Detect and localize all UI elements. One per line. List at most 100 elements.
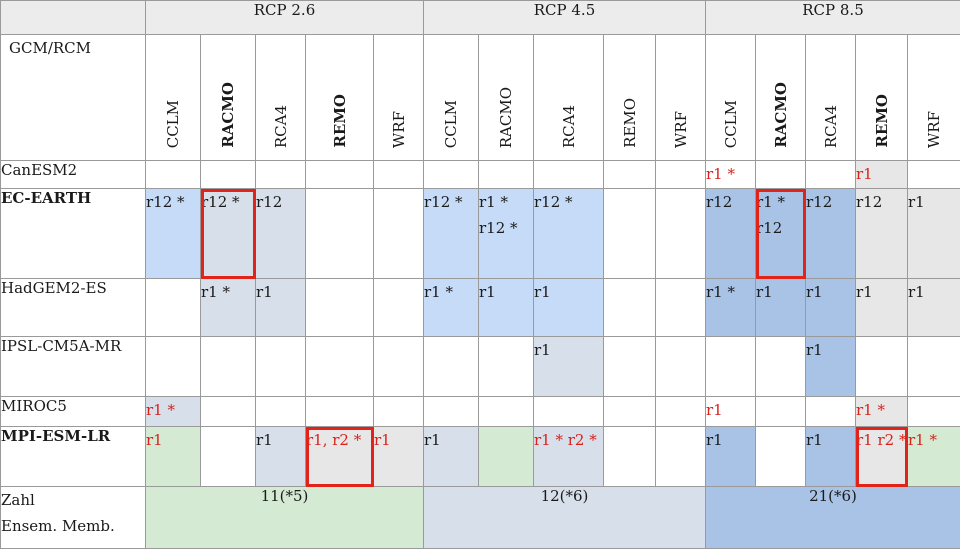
ensemble-cell: r12	[705, 188, 756, 279]
ensemble-cell	[603, 188, 656, 279]
rcm-header-cell: RCA4	[805, 34, 856, 161]
rcm-header-cell: CCLM	[423, 34, 479, 161]
ensemble-cell	[305, 336, 374, 397]
ensemble-cell: r1 *	[907, 426, 960, 487]
rcm-header-cell: WRF	[655, 34, 706, 161]
ensemble-cell: r1	[855, 278, 908, 337]
ensemble-cell	[907, 396, 960, 427]
rcm-header-cell: REMO	[855, 34, 908, 161]
ensemble-cell	[255, 396, 306, 427]
ensemble-cell	[478, 160, 534, 189]
ensemble-cell: r12 *	[533, 188, 604, 279]
scenario-header: RCP 4.5	[423, 0, 706, 35]
rcm-header-cell: CCLM	[145, 34, 201, 161]
ensemble-cell	[755, 336, 806, 397]
ensemble-cell	[705, 336, 756, 397]
rcm-name: RACMO	[771, 82, 790, 148]
highlighted-ensemble-cell: r1 * r12	[755, 188, 806, 279]
ensemble-cell: r1	[705, 396, 756, 427]
rcm-header-cell: WRF	[373, 34, 424, 161]
ensemble-cell	[533, 396, 604, 427]
ensemble-cell: r1 *	[200, 278, 256, 337]
ensemble-cell: r1	[533, 336, 604, 397]
gcm-label: HadGEM2-ES	[0, 278, 146, 337]
ensemble-cell	[603, 336, 656, 397]
ensemble-cell	[423, 336, 479, 397]
rcm-header-cell: REMO	[603, 34, 656, 161]
rcm-header-cell: WRF	[907, 34, 960, 161]
rcm-name: RACMO	[497, 86, 515, 148]
scenario-header: RCP 8.5	[705, 0, 960, 35]
ensemble-cell: r12 *	[423, 188, 479, 279]
ensemble-cell: r1	[907, 278, 960, 337]
ensemble-cell	[655, 396, 706, 427]
ensemble-cell: r1	[145, 426, 201, 487]
ensemble-cell	[755, 426, 806, 487]
table-body: CanESM2 r1 * r1 EC-EARTH r12 * r12 * r12 r12 * r…	[0, 160, 960, 487]
rcm-name: RCA4	[821, 104, 840, 148]
ensemble-cell	[478, 396, 534, 427]
ensemble-cell	[755, 160, 806, 189]
ensemble-cell: r1	[805, 278, 856, 337]
table-row: MIROC5 r1 * r1 r1 *	[0, 396, 960, 427]
ensemble-cell	[200, 336, 256, 397]
ensemble-cell: r1 *	[855, 396, 908, 427]
gcm-label: IPSL-CM5A-MR	[0, 336, 146, 397]
rcm-header-cell: RACMO	[755, 34, 806, 161]
ensemble-cell	[478, 426, 534, 487]
ensemble-cell: r1	[478, 278, 534, 337]
rcm-header-cell: REMO	[305, 34, 374, 161]
ensemble-cell	[533, 160, 604, 189]
ensemble-cell	[305, 160, 374, 189]
rcm-name: WRF	[925, 110, 943, 148]
ensemble-cell: r1 *	[705, 160, 756, 189]
ensemble-count-label: Zahl Ensem. Memb.	[0, 486, 146, 549]
ensemble-cell	[373, 188, 424, 279]
ensemble-cell	[200, 426, 256, 487]
ensemble-cell: r12	[805, 188, 856, 279]
gcm-label: CanESM2	[0, 160, 146, 189]
ensemble-cell: r1 *	[423, 278, 479, 337]
rcm-name: CCLM	[164, 99, 182, 148]
ensemble-cell: r1 *	[705, 278, 756, 337]
ensemble-cell	[145, 336, 201, 397]
ensemble-total-cell: 21(*6)	[705, 486, 960, 549]
rcm-name: RCA4	[559, 104, 578, 148]
table-row: IPSL-CM5A-MR r1 r1	[0, 336, 960, 397]
rcm-name: CCLM	[721, 99, 740, 148]
ensemble-cell: r12	[855, 188, 908, 279]
rcm-name: WRF	[389, 110, 408, 148]
gcm-label: EC-EARTH	[0, 188, 146, 279]
rcm-header-cell: CCLM	[705, 34, 756, 161]
ensemble-cell	[478, 336, 534, 397]
gcm-label: MPI-ESM-LR	[0, 426, 146, 487]
ensemble-cell	[145, 278, 201, 337]
ensemble-cell	[655, 278, 706, 337]
ensemble-cell: r1	[755, 278, 806, 337]
rcm-header-cell: RACMO	[200, 34, 256, 161]
ensemble-cell	[305, 188, 374, 279]
rcm-name: WRF	[671, 110, 690, 148]
ensemble-cell	[755, 396, 806, 427]
ensemble-cell	[255, 336, 306, 397]
rcm-name: RACMO	[219, 82, 237, 148]
ensemble-cell	[907, 336, 960, 397]
highlighted-ensemble-cell: r12 *	[200, 188, 256, 279]
ensemble-cell	[200, 160, 256, 189]
ensemble-cell: r1	[423, 426, 479, 487]
ensemble-cell	[655, 160, 706, 189]
ensemble-cell	[305, 278, 374, 337]
ensemble-cell	[423, 396, 479, 427]
ensemble-cell	[655, 188, 706, 279]
table-row: HadGEM2-ES r1 * r1 r1 * r1 r1 r1 * r1 r1 r1 r1	[0, 278, 960, 337]
ensemble-cell	[603, 278, 656, 337]
ensemble-cell	[907, 160, 960, 189]
ensemble-cell: r1	[255, 426, 306, 487]
rcm-name: REMO	[872, 94, 891, 148]
ensemble-cell	[855, 336, 908, 397]
rcm-header-cell: RCA4	[255, 34, 306, 161]
ensemble-cell: r1 * r2 *	[533, 426, 604, 487]
ensemble-cell: r1	[373, 426, 424, 487]
ensemble-cell: r1	[255, 278, 306, 337]
